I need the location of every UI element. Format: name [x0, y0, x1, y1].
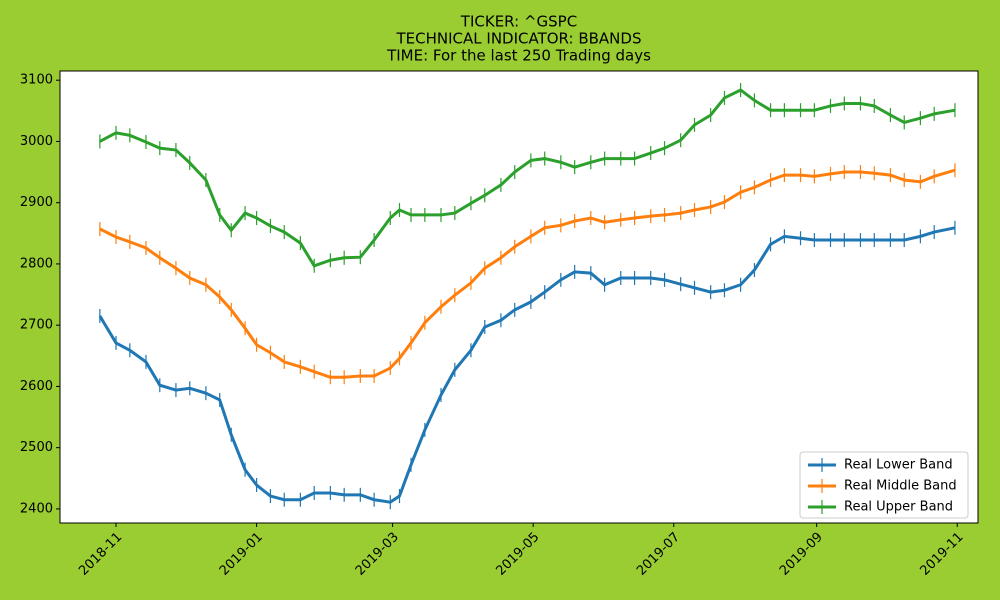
x-tick-label: 2019-11 — [918, 530, 967, 579]
x-tick-label: 2019-03 — [353, 530, 402, 579]
legend-label: Real Upper Band — [844, 500, 953, 515]
y-tick-label: 2500 — [20, 440, 53, 455]
chart-title: TIME: For the last 250 Trading days — [386, 47, 651, 65]
x-tick-label: 2019-07 — [634, 530, 683, 579]
y-tick-label: 2400 — [20, 501, 53, 516]
chart-title: TICKER: ^GSPC — [460, 13, 577, 31]
chart-title: TECHNICAL INDICATOR: BBANDS — [396, 30, 642, 48]
x-tick-label: 2018-11 — [76, 530, 125, 579]
y-tick-label: 3000 — [20, 134, 53, 149]
y-tick-label: 2800 — [20, 256, 53, 271]
legend-box — [799, 451, 969, 519]
legend-label: Real Middle Band — [844, 479, 957, 494]
x-tick-label: 2019-01 — [217, 530, 266, 579]
x-tick-label: 2019-09 — [777, 530, 826, 579]
y-tick-label: 3100 — [20, 73, 53, 88]
legend-label: Real Lower Band — [844, 458, 953, 473]
y-tick-label: 2700 — [20, 318, 53, 333]
x-tick-label: 2019-05 — [493, 530, 542, 579]
y-tick-label: 2900 — [20, 195, 53, 210]
y-tick-label: 2600 — [20, 379, 53, 394]
plot-area — [59, 70, 979, 524]
